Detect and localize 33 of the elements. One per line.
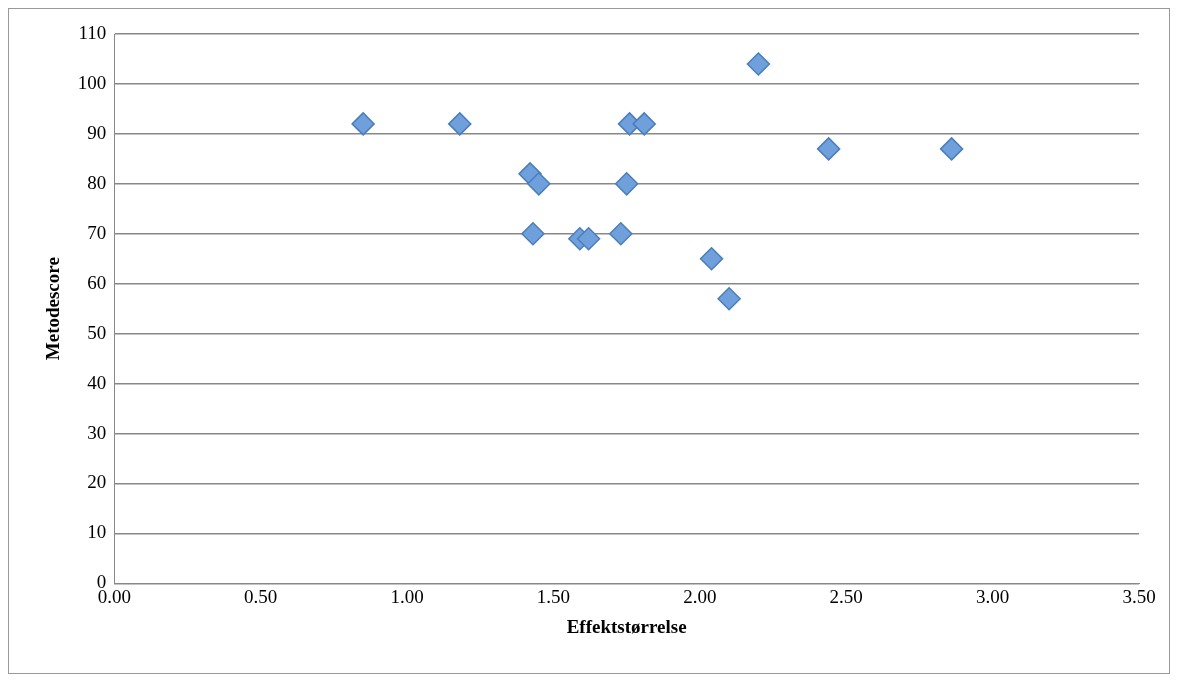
y-tick-label: 60 [87,271,107,293]
y-tick-label: 30 [87,421,107,443]
point [527,172,551,196]
x-tick-label: 2.50 [829,585,863,607]
point [351,112,375,136]
point [521,222,545,246]
y-tick-label: 50 [87,321,107,343]
y-tick-label: 110 [78,21,107,43]
x-tick-label: 1.00 [390,585,424,607]
point [699,247,724,271]
y-tick-label: 80 [87,171,107,193]
point [448,112,472,136]
x-tick-label: 3.50 [1122,585,1156,607]
x-tick-label: 3.00 [975,585,1010,607]
point [576,227,601,251]
x-tick-label: 1.50 [536,585,571,607]
y-tick-label: 40 [87,371,107,393]
point [816,137,841,161]
x-axis-title: Effektstørrelse [566,615,687,637]
point [614,172,639,196]
point [746,52,771,76]
point [717,286,741,311]
point [609,222,633,246]
y-tick-label: 10 [87,521,107,543]
point [632,112,656,136]
y-axis-title: Metodescore [42,257,64,361]
point [939,137,964,161]
y-tick-label: 70 [87,221,107,243]
y-tick-label: 100 [77,71,107,93]
y-tick-label: 20 [87,471,107,493]
y-tick-label: 90 [87,121,107,143]
x-tick-label: 0.50 [244,585,278,607]
x-tick-label: 2.00 [683,585,717,607]
